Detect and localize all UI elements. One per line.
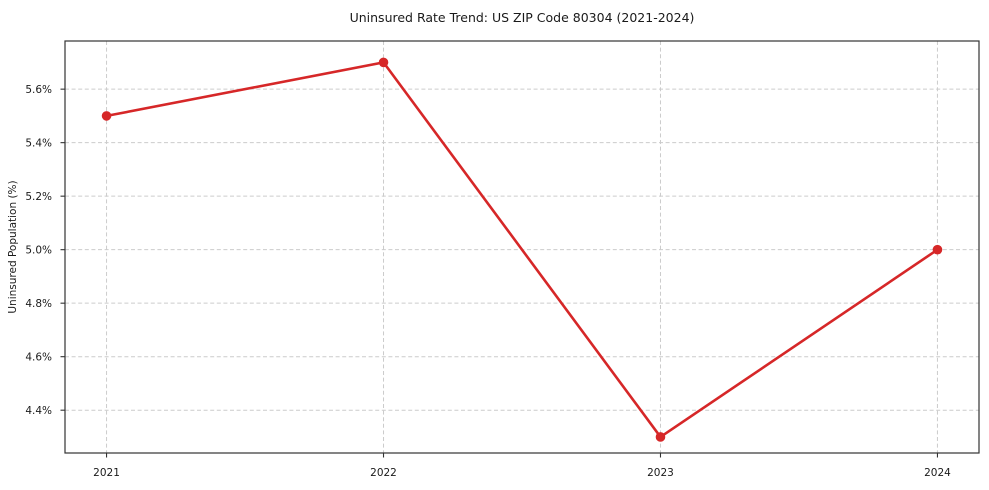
chart-title: Uninsured Rate Trend: US ZIP Code 80304 … [350, 10, 695, 25]
plot-background [65, 41, 979, 453]
x-tick-label: 2023 [647, 467, 674, 479]
data-point-marker [101, 111, 112, 121]
x-tick-label: 2024 [924, 467, 951, 479]
y-tick-label: 5.2% [25, 191, 52, 203]
trend-line [105, 61, 939, 439]
y-axis-label: Uninsured Population (%) [7, 180, 19, 313]
y-tick-label: 4.8% [25, 298, 52, 310]
plot-area: 2021 2022 2023 2024 4.4% 4.6% 4.8% 5.0% 5.2% 5.4%… [25, 40, 980, 479]
y-tick-label: 5.4% [25, 137, 52, 149]
x-tick-label: 2021 [93, 467, 120, 479]
data-point-marker [655, 432, 666, 442]
y-tick-label: 4.6% [25, 351, 52, 363]
data-point-marker [932, 244, 943, 255]
y-tick-label: 5.6% [25, 84, 52, 96]
y-tick-label: 4.4% [25, 405, 52, 417]
data-point-marker [378, 57, 389, 68]
x-tick-label: 2022 [370, 467, 397, 479]
plot-border [64, 40, 980, 454]
y-tick-label: 5.0% [25, 244, 52, 256]
